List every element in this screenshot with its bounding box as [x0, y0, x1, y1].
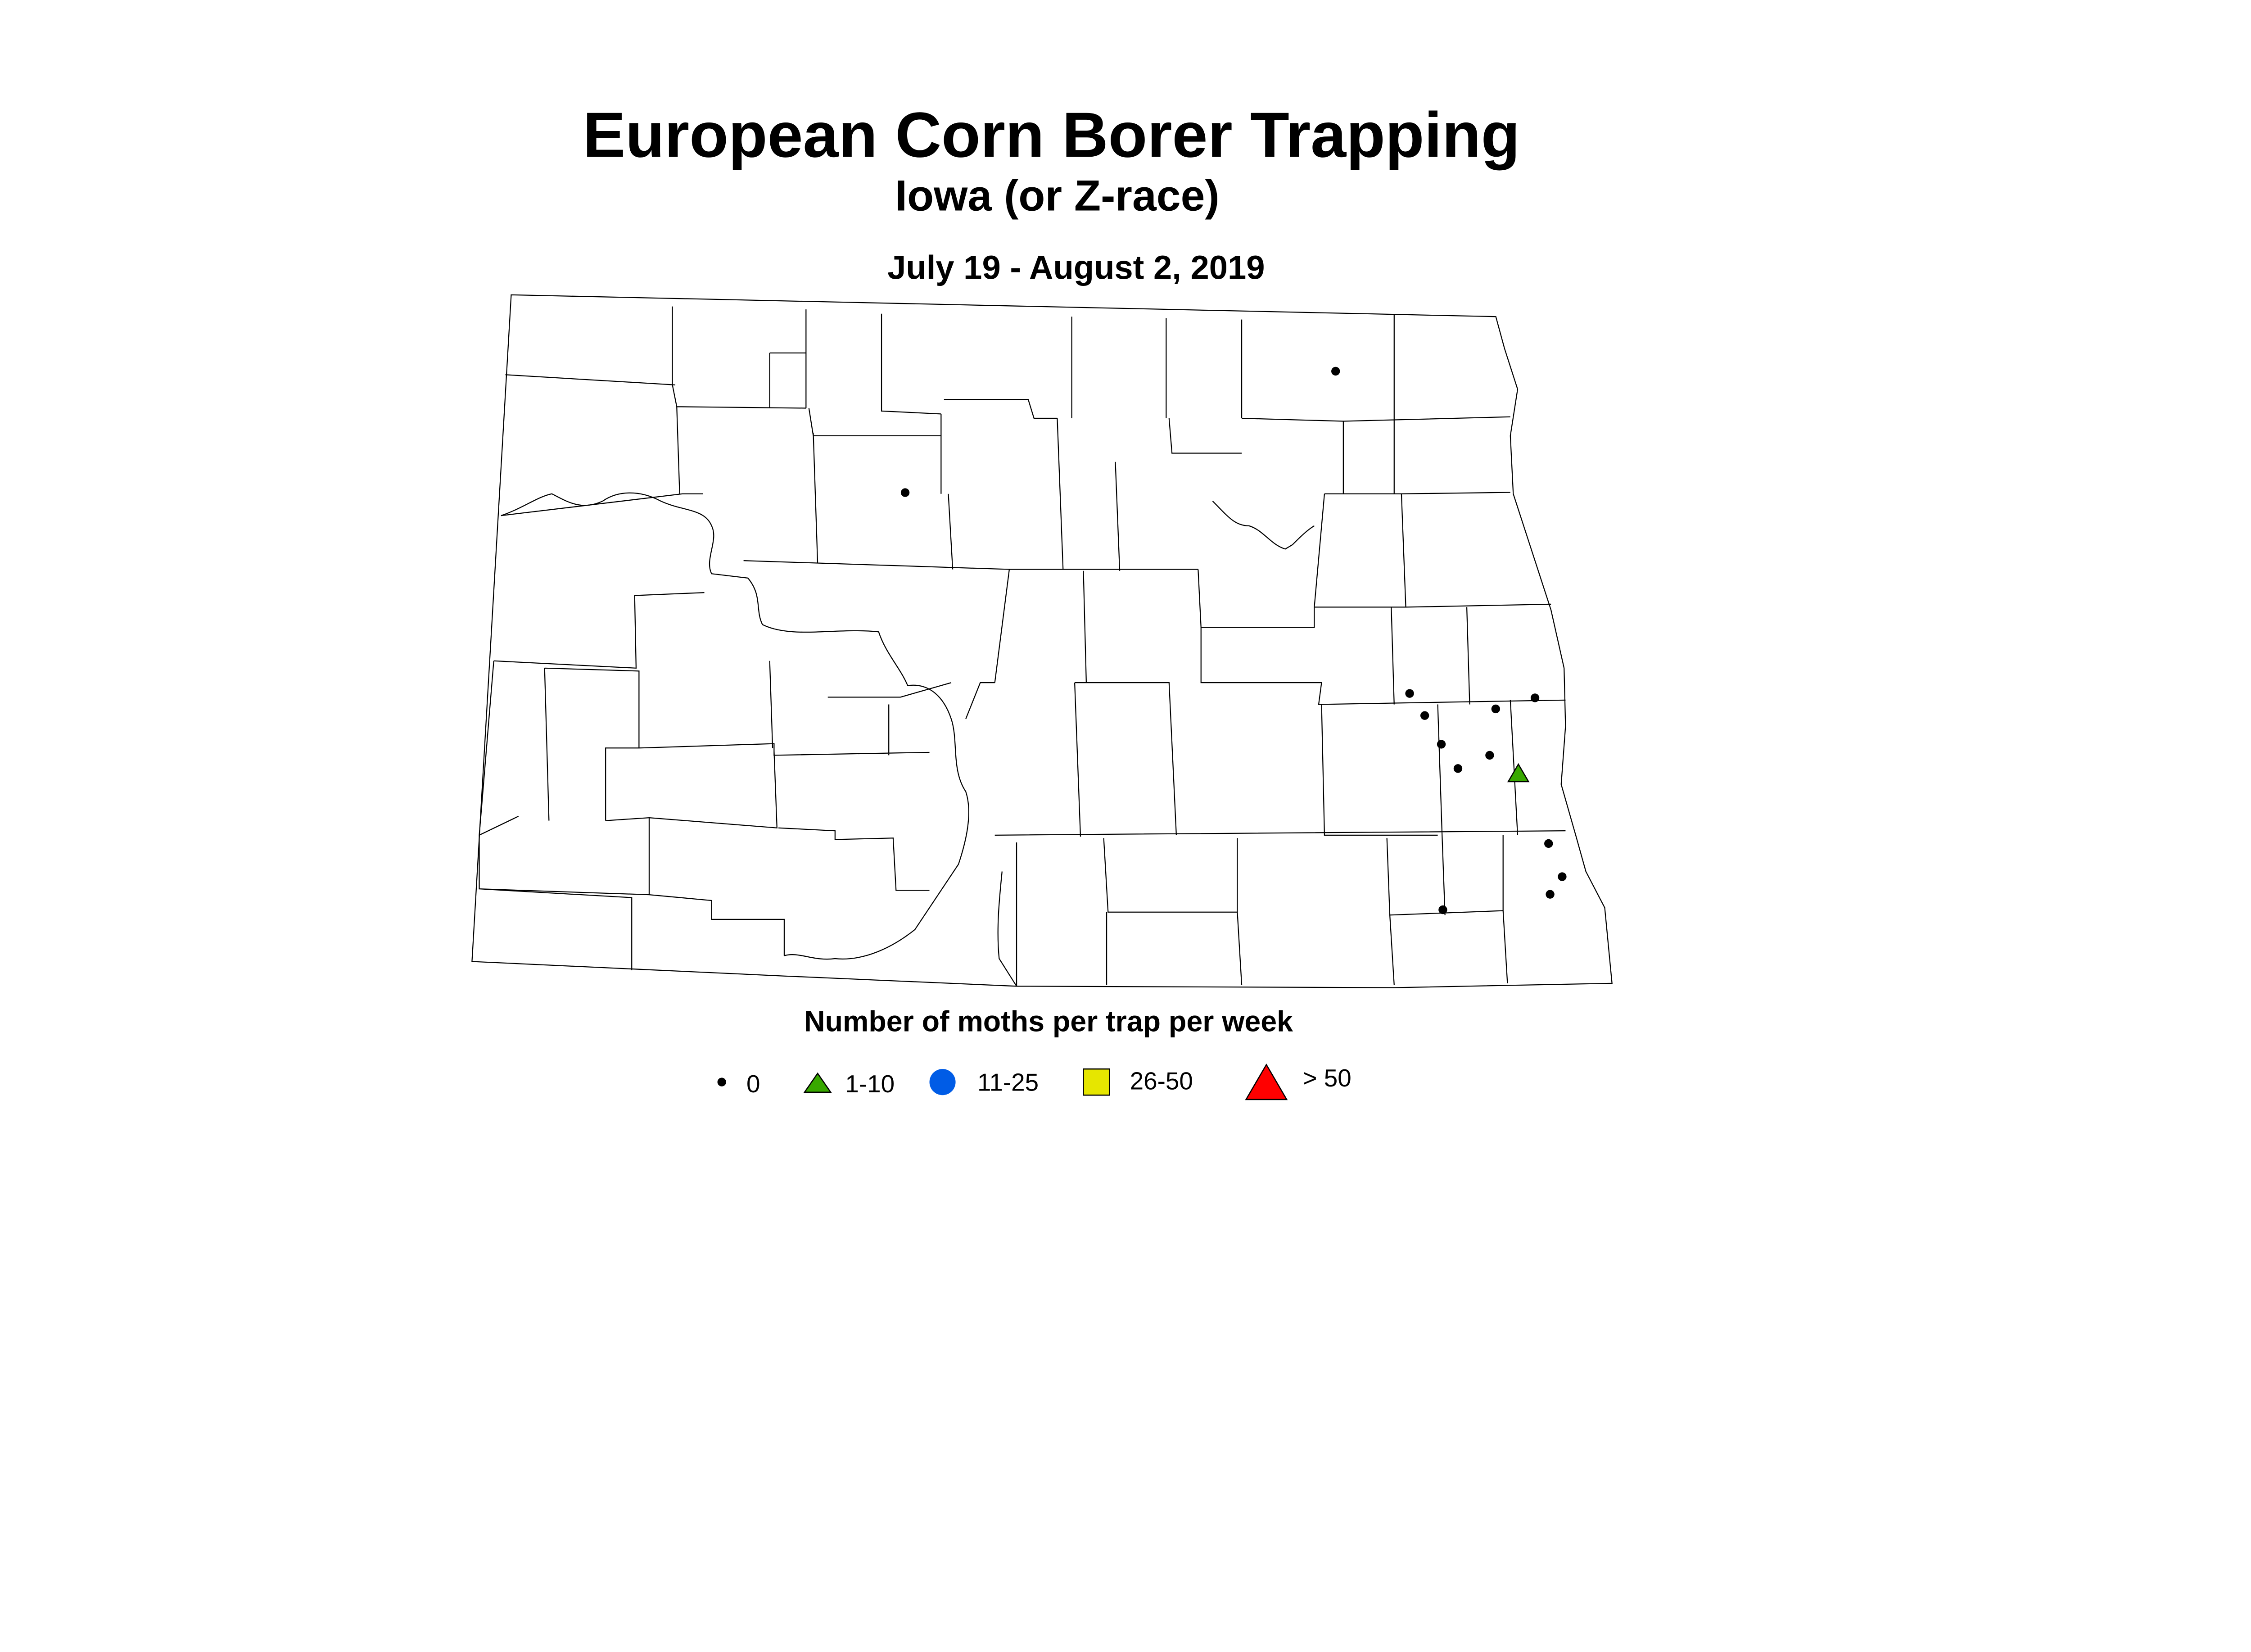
legend-symbol-0 — [717, 1077, 726, 1086]
trap-point — [1558, 872, 1567, 881]
legend-label-26-50: 26-50 — [1130, 1067, 1193, 1095]
trap-point — [900, 488, 910, 497]
trap-point — [1331, 367, 1340, 376]
trap-point — [1420, 711, 1429, 720]
trap-point — [1405, 689, 1414, 698]
legend-label-over-50: > 50 — [1303, 1064, 1352, 1092]
trap-point — [1485, 751, 1494, 760]
state-outline — [471, 294, 1613, 988]
trap-points — [900, 367, 1567, 914]
legend: 0 1-10 11-25 26-50 > 50 — [717, 1063, 1352, 1100]
river-south — [997, 871, 1017, 987]
map-svg: European Corn Borer Trapping Iowa (or Z-… — [471, 100, 1613, 1100]
county-lines — [479, 306, 1566, 987]
legend-symbol-11-25 — [929, 1069, 956, 1095]
trap-point — [1544, 839, 1553, 848]
map-subtitle: Iowa (or Z-race) — [895, 171, 1219, 220]
map-figure: European Corn Borer Trapping Iowa (or Z-… — [471, 100, 1613, 1100]
map-title: European Corn Borer Trapping — [583, 100, 1520, 171]
trap-point — [1507, 763, 1530, 783]
date-range: July 19 - August 2, 2019 — [887, 249, 1265, 286]
trap-point — [1437, 740, 1446, 749]
state-map — [471, 294, 1613, 988]
trap-point — [1546, 890, 1555, 899]
legend-symbol-over-50 — [1245, 1063, 1288, 1100]
trap-point — [1438, 905, 1447, 914]
trap-point — [1453, 764, 1463, 773]
trap-point — [1530, 693, 1540, 702]
trap-point — [1491, 704, 1500, 714]
legend-title: Number of moths per trap per week — [804, 1005, 1293, 1037]
legend-symbol-1-10 — [803, 1072, 832, 1093]
legend-label-0: 0 — [746, 1070, 760, 1098]
river-north — [1212, 501, 1315, 550]
legend-label-1-10: 1-10 — [845, 1070, 895, 1098]
missouri-river — [501, 492, 969, 960]
legend-label-11-25: 11-25 — [977, 1068, 1039, 1096]
legend-symbol-26-50 — [1083, 1068, 1110, 1096]
